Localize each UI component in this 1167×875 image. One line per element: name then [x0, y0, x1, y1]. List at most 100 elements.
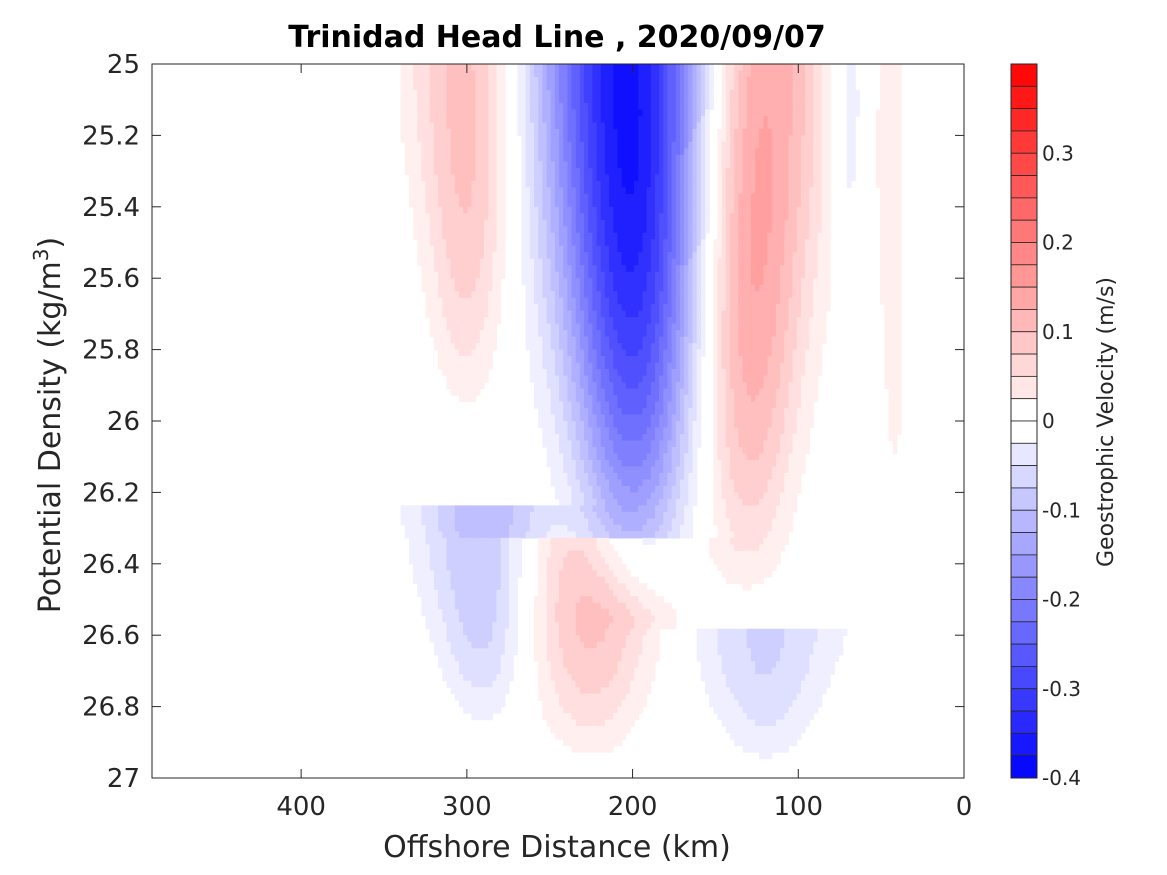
contour-cell: [442, 518, 448, 526]
contour-cell: [584, 284, 589, 292]
contour-cell: [596, 524, 602, 532]
contour-cell: [592, 414, 598, 422]
contour-cell: [479, 375, 485, 383]
contour-cell: [550, 343, 556, 351]
contour-cell: [621, 583, 627, 591]
contour-cell: [629, 511, 635, 519]
contour-cell: [613, 641, 619, 649]
contour-cell: [596, 252, 602, 260]
contour-cell: [654, 472, 660, 481]
contour-cell: [567, 524, 573, 532]
contour-cell: [488, 706, 493, 714]
contour-cell: [588, 323, 594, 331]
contour-cell: [554, 589, 560, 597]
contour-cell: [483, 297, 489, 305]
contour-cell: [659, 382, 664, 390]
contour-cell: [554, 375, 560, 383]
contour-cell: [600, 258, 606, 266]
contour-cell: [550, 148, 556, 156]
contour-cell: [592, 674, 598, 682]
contour-cell: [575, 719, 581, 727]
contour-cell: [500, 193, 506, 201]
contour-cell: [559, 427, 564, 435]
contour-cell: [629, 135, 635, 143]
contour-cell: [613, 323, 619, 331]
contour-cell: [663, 388, 669, 396]
contour-cell: [538, 414, 543, 422]
contour-cell: [567, 641, 573, 649]
contour-cell: [538, 518, 543, 526]
contour-cell: [404, 531, 410, 539]
contour-cell: [563, 570, 568, 578]
contour-cell: [546, 115, 552, 124]
contour-cell: [471, 232, 477, 240]
contour-cell: [634, 349, 639, 357]
contour-cell: [559, 440, 564, 448]
contour-cell: [625, 388, 631, 396]
contour-cell: [463, 226, 468, 234]
contour-cell: [575, 395, 581, 403]
contour-cell: [559, 317, 564, 325]
contour-cell: [492, 291, 498, 299]
contour-cell: [433, 304, 439, 312]
contour-cell: [575, 245, 581, 253]
contour-cell: [567, 356, 573, 364]
contour-cell: [483, 622, 489, 630]
contour-cell: [475, 563, 481, 571]
contour-cell: [483, 135, 489, 143]
contour-cell: [642, 323, 648, 331]
contour-cell: [554, 680, 560, 688]
contour-cell: [563, 161, 568, 169]
contour-cell: [592, 76, 598, 85]
contour-cell: [554, 258, 560, 266]
contour-cell: [546, 356, 552, 364]
contour-cell: [483, 687, 489, 695]
contour-cell: [483, 700, 489, 708]
contour-cell: [538, 583, 543, 591]
contour-cell: [613, 479, 619, 487]
contour-cell: [596, 661, 602, 669]
contour-cell: [621, 323, 627, 331]
contour-cell: [634, 408, 639, 416]
contour-cell: [454, 135, 460, 143]
contour-cell: [529, 531, 535, 539]
contour-cell: [634, 421, 639, 429]
contour-cell: [542, 70, 548, 78]
contour-cell: [542, 661, 548, 669]
contour-cell: [425, 310, 431, 318]
contour-cell: [554, 187, 560, 195]
contour-cell: [575, 64, 581, 72]
contour-cell: [584, 154, 589, 162]
contour-cell: [659, 180, 664, 188]
contour-cell: [554, 206, 560, 214]
contour-cell: [550, 440, 556, 448]
contour-cell: [513, 576, 518, 584]
contour-cell: [458, 76, 464, 85]
contour-cell: [546, 628, 552, 636]
contour-cell: [596, 537, 602, 545]
contour-cell: [634, 609, 639, 617]
contour-cell: [421, 544, 427, 552]
contour-cell: [650, 278, 656, 286]
contour-cell: [613, 135, 619, 143]
contour-cell: [638, 76, 644, 85]
contour-cell: [542, 109, 548, 117]
contour-cell: [542, 395, 548, 403]
contour-cell: [588, 693, 594, 701]
contour-cell: [629, 83, 635, 91]
contour-cell: [621, 154, 627, 162]
contour-cell: [600, 245, 606, 253]
contour-cell: [479, 654, 485, 662]
contour-cell: [567, 297, 573, 305]
contour-cell: [438, 206, 443, 214]
contour-cell: [471, 141, 477, 149]
contour-cell: [642, 446, 648, 455]
contour-cell: [609, 115, 614, 124]
contour-cell: [550, 518, 556, 526]
contour-cell: [429, 219, 435, 227]
contour-cell: [479, 693, 485, 701]
contour-cell: [475, 232, 481, 240]
contour-cell: [438, 271, 443, 279]
contour-cell: [467, 511, 473, 519]
contour-cell: [492, 258, 498, 266]
